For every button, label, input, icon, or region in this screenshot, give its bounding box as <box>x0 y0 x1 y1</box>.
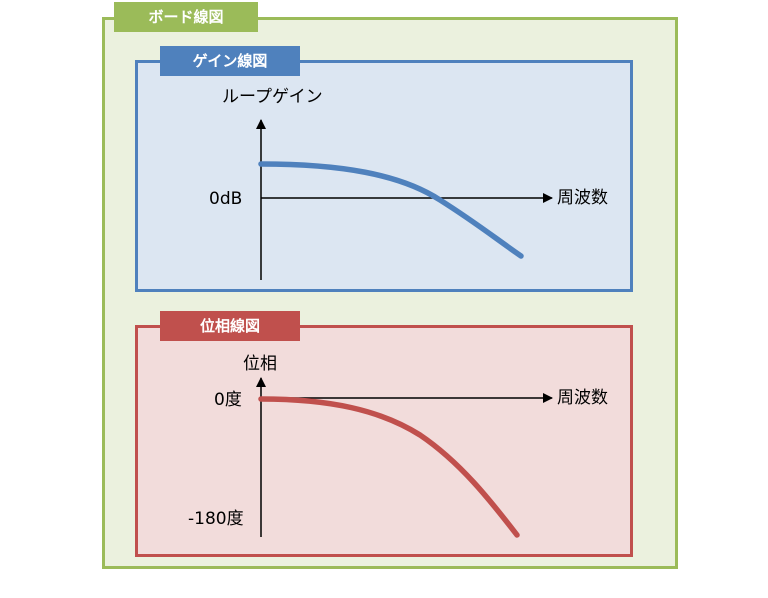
phase-reference-label: 0度 <box>214 390 242 410</box>
phase-plot-title: 位相線図 <box>160 311 300 341</box>
gain-y-axis-label: ループゲイン <box>222 87 323 107</box>
bode-plot-title: ボード線図 <box>114 2 258 32</box>
gain-plot-title: ゲイン線図 <box>160 46 300 76</box>
gain-reference-label: 0dB <box>209 189 243 209</box>
phase-plot-panel <box>135 325 633 557</box>
gain-plot-panel <box>135 60 633 292</box>
gain-x-axis-label: 周波数 <box>557 188 608 208</box>
phase-x-axis-label: 周波数 <box>557 388 608 408</box>
phase-bottom-label: -180度 <box>188 509 244 529</box>
phase-curve <box>258 396 520 538</box>
gain-curve <box>258 161 524 259</box>
phase-y-axis-label: 位相 <box>243 354 277 374</box>
